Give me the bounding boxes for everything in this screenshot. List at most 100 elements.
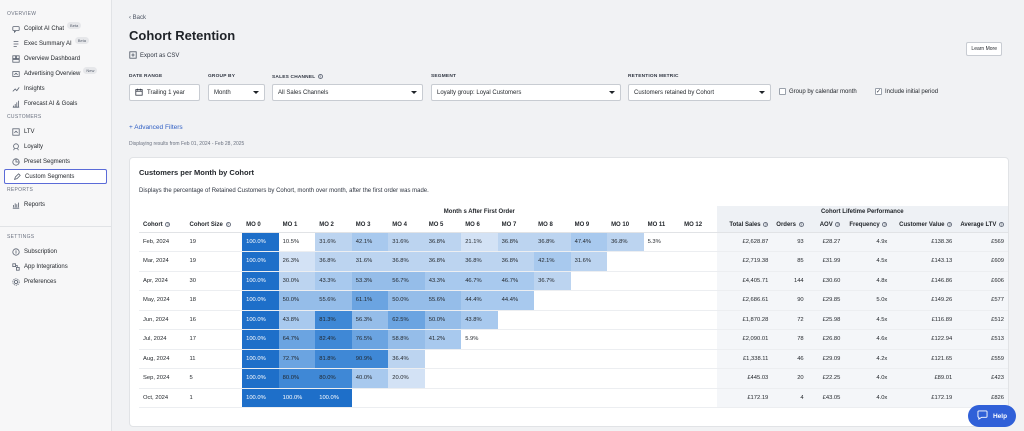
retention-metric-select[interactable]: Customers retained by Cohort [628, 84, 771, 101]
sidebar-item-preset-segments[interactable]: Preset Segments [4, 154, 107, 169]
sidebar-badge: New [83, 67, 98, 74]
cohort-label: May, 2024 [139, 290, 186, 311]
sidebar-item-ltv[interactable]: LTV [4, 124, 107, 139]
info-icon: ? [947, 221, 953, 227]
retention-cell: 80.0% [278, 368, 316, 389]
col-month-11: MO 11 [643, 218, 681, 233]
learn-more-button[interactable]: Learn More [966, 42, 1002, 56]
page-title: Cohort Retention [129, 28, 236, 43]
col-month-0: MO 0 [242, 218, 279, 233]
perf-cell: £29.09 [807, 349, 845, 369]
retention-cell [607, 329, 644, 350]
retention-cell: 36.8% [461, 251, 498, 272]
checkbox-unchecked[interactable] [779, 88, 786, 95]
cohort-size: 1 [185, 388, 243, 408]
table-row: Mar, 2024 19 100.0% 26.3% 36.8% 31.6% 36.8% 36.… [139, 251, 1008, 272]
date-range-picker[interactable]: Trailing 1 year [129, 84, 200, 101]
sidebar-badge: Beta [67, 22, 82, 29]
retention-cell [680, 349, 717, 369]
subscription-icon [11, 247, 20, 256]
checkbox-checked[interactable]: ✓ [875, 88, 882, 95]
retention-cell: 41.2% [424, 329, 462, 350]
retention-cell: 62.5% [388, 310, 425, 330]
retention-cell [570, 388, 608, 408]
sidebar-item-subscription[interactable]: Subscription [4, 244, 107, 259]
sidebar-item-insights[interactable]: Insights [4, 81, 107, 96]
perf-cell: 20 [772, 368, 808, 389]
cohort-label: Apr, 2024 [139, 271, 186, 291]
retention-cell [680, 310, 717, 330]
sidebar-item-app-integrations[interactable]: App Integrations [4, 259, 107, 274]
retention-cell: 31.6% [570, 251, 608, 272]
cohort-size: 16 [185, 310, 243, 330]
retention-cell [497, 349, 535, 369]
cohort-size: 17 [185, 329, 243, 350]
sidebar-item-overview-dashboard[interactable]: Overview Dashboard [4, 51, 107, 66]
retention-cell: 100.0% [315, 388, 352, 408]
retention-cell [607, 310, 644, 330]
sidebar-item-preferences[interactable]: Preferences [4, 274, 107, 289]
retention-cell: 10.5% [278, 232, 316, 252]
segment-select[interactable]: Loyalty group: Loyal Customers [431, 84, 621, 101]
retention-cell: 100.0% [242, 290, 279, 311]
perf-cell: 4.8x [844, 271, 892, 291]
retention-cell: 90.9% [351, 349, 389, 369]
advanced-filters-link[interactable]: + Advanced Filters [129, 124, 183, 131]
retention-cell: 40.0% [351, 368, 389, 389]
cohort-size: 18 [185, 290, 243, 311]
col-cohort-size: Cohort Size ? [185, 218, 243, 233]
group-by-select[interactable]: Month [208, 84, 265, 101]
sidebar-item-reports[interactable]: Reports [4, 197, 107, 212]
retention-cell: 72.7% [278, 349, 316, 369]
retention-cell: 26.3% [278, 251, 316, 272]
retention-cell [643, 271, 681, 291]
perf-cell: £172.19 [891, 388, 957, 408]
retention-cell: 36.8% [388, 251, 425, 272]
col-cohort: Cohort ? [139, 218, 186, 233]
table-row: Aug, 2024 11 100.0% 72.7% 81.8% 90.9% 36.4% £1,… [139, 349, 1008, 369]
forecast-icon [11, 99, 20, 108]
sidebar-section-reports: REPORTS [7, 187, 34, 193]
cohort-table: Month s After First Order Cohort Lifetim… [139, 206, 1008, 408]
info-icon: ? [798, 221, 804, 227]
retention-cell: 100.0% [242, 329, 279, 350]
export-csv-button[interactable]: Export as CSV [129, 51, 179, 61]
sidebar-item-copilot-ai-chat[interactable]: Copilot AI Chat Beta [4, 21, 107, 36]
sidebar-item-loyalty[interactable]: Loyalty [4, 139, 107, 154]
perf-cell: £826 [956, 388, 1008, 408]
retention-cell: 44.4% [461, 290, 498, 311]
retention-cell: 61.1% [351, 290, 389, 311]
back-link[interactable]: ‹ Back [129, 15, 147, 21]
retention-cell: 81.3% [315, 310, 352, 330]
sidebar-item-label: Exec Summary AI [24, 40, 72, 47]
segment-label: SEGMENT [431, 74, 457, 79]
retention-cell [534, 368, 571, 389]
col-perf-customer-value: Customer Value ? [891, 218, 957, 233]
perf-cell: £122.94 [891, 329, 957, 350]
perf-cell: 90 [772, 290, 808, 311]
sidebar-item-forecast-ai-goals[interactable]: Forecast AI & Goals [4, 96, 107, 111]
calendar-icon [135, 88, 143, 98]
info-icon: ? [882, 221, 888, 227]
help-button[interactable]: Help [968, 405, 1016, 427]
sales-channel-select[interactable]: All Sales Channels [272, 84, 423, 101]
retention-cell [570, 349, 608, 369]
retention-cell: 81.8% [315, 349, 352, 369]
include-initial-checkbox[interactable]: ✓ Include initial period [875, 88, 938, 95]
group-by-calendar-checkbox[interactable]: Group by calendar month [779, 88, 857, 95]
retention-cell: 100.0% [278, 388, 316, 408]
retention-cell: 36.8% [497, 232, 535, 252]
retention-cell [534, 310, 571, 330]
retention-cell [570, 290, 608, 311]
group-by-calendar-label: Group by calendar month [789, 88, 857, 95]
perf-cell: £1,870.28 [716, 310, 773, 330]
date-range-value: Trailing 1 year [147, 89, 185, 96]
sidebar-item-exec-summary-ai[interactable]: Exec Summary AI Beta [4, 36, 107, 51]
cohort-label: Feb, 2024 [139, 232, 186, 252]
cohort-size: 19 [185, 232, 243, 252]
sidebar-item-advertising-overview[interactable]: Advertising Overview New [4, 66, 107, 81]
sidebar-item-custom-segments[interactable]: Custom Segments [4, 169, 107, 184]
sidebar-item-label: Reports [24, 201, 46, 208]
perf-cell: £25.98 [807, 310, 845, 330]
retention-cell: 36.8% [607, 232, 644, 252]
